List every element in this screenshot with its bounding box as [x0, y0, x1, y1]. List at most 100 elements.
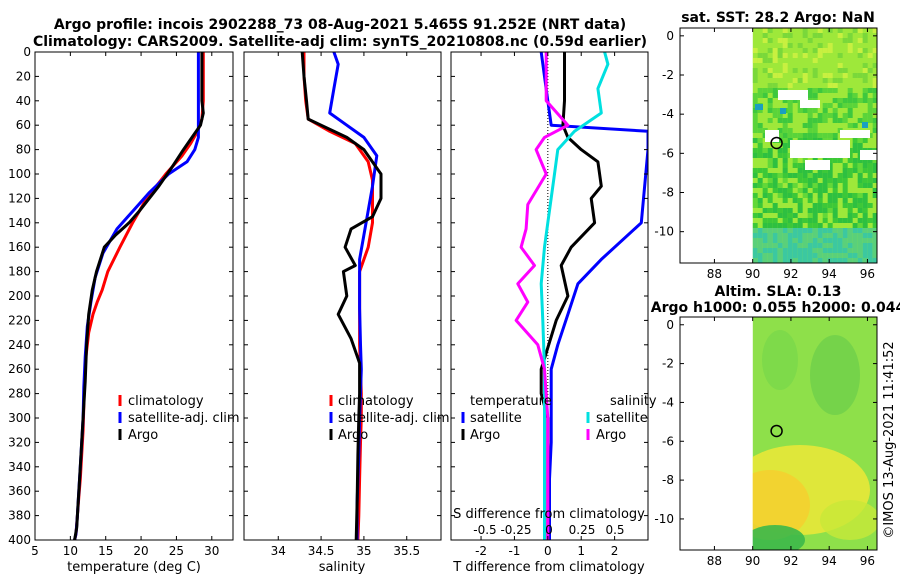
series-group: [300, 52, 383, 540]
map-cell: [782, 188, 788, 193]
map-cell: [862, 68, 868, 73]
map-cell: [852, 253, 858, 258]
series-line-climatology: [73, 52, 205, 540]
map-cell: [832, 193, 838, 198]
map-cell: [777, 128, 783, 133]
series-group: [514, 52, 648, 540]
map-cell: [767, 68, 773, 73]
map-cell: [847, 33, 853, 38]
map-cell: [767, 148, 773, 153]
map-cell: [832, 188, 838, 193]
map-cell: [752, 243, 758, 248]
map-cell: [822, 253, 828, 258]
map-cell: [772, 48, 778, 53]
map-cell: [872, 243, 877, 248]
map-cell: [827, 163, 833, 168]
cloud-gap: [778, 90, 808, 100]
x-tick-label: 34: [271, 544, 286, 558]
no-data-area: [680, 317, 753, 550]
axes-frame: [34, 51, 234, 541]
legend-label-s-satellite: satellite: [596, 411, 648, 426]
map-cell: [837, 103, 843, 108]
x-tick-label: 2: [611, 544, 619, 558]
map-cell: [762, 88, 768, 93]
series-line-satellite-adj-clim: [328, 52, 379, 540]
map-cell: [822, 243, 828, 248]
x-tick-label: 35.5: [393, 544, 420, 558]
map-cell: [767, 48, 773, 53]
map-cell: [852, 233, 858, 238]
map-cell: [787, 188, 793, 193]
map-cell: [792, 158, 798, 163]
map-cell: [817, 238, 823, 243]
y-tick-label: -4: [662, 395, 674, 409]
sla-feature: [810, 335, 860, 415]
y-tick-label: 0: [666, 29, 674, 43]
map-cell: [807, 213, 813, 218]
temperature-legend: climatology satellite-adj. clim Argo: [118, 394, 240, 443]
map-cell: [857, 53, 863, 58]
map-cell: [802, 248, 808, 253]
map-cell: [752, 68, 758, 73]
map-cell: [862, 98, 868, 103]
y-tick-label: 180: [8, 265, 31, 279]
map-cell: [852, 158, 858, 163]
map-cell: [822, 78, 828, 83]
map-cell: [782, 63, 788, 68]
map-cell: [792, 213, 798, 218]
map-cell: [872, 83, 877, 88]
map-cell: [857, 183, 863, 188]
map-cell: [847, 258, 853, 263]
legend-label-climatology: climatology: [128, 394, 204, 409]
map-cell: [857, 173, 863, 178]
map-cell: [767, 73, 773, 78]
map-cell: [787, 128, 793, 133]
map-cell: [807, 228, 813, 233]
y-tick-label: -6: [662, 146, 674, 160]
map-cell: [777, 138, 783, 143]
map-cell: [827, 253, 833, 258]
x-tick-label: 96: [860, 554, 875, 568]
map-cell: [812, 253, 818, 258]
map-cell: [807, 193, 813, 198]
map-cell: [827, 168, 833, 173]
y-tick-label: 280: [8, 387, 31, 401]
map-cell: [827, 83, 833, 88]
map-cell: [842, 193, 848, 198]
map-cell: [837, 118, 843, 123]
map-cell: [817, 208, 823, 213]
no-data-area: [680, 28, 753, 263]
map-cell: [802, 68, 808, 73]
cloud-gap: [790, 140, 850, 158]
map-cell: [852, 248, 858, 253]
map-cell: [872, 253, 877, 258]
map-cell: [817, 168, 823, 173]
s-tick-label: 0.25: [569, 523, 596, 537]
map-cell: [847, 93, 853, 98]
map-cell: [832, 133, 838, 138]
map-cell: [782, 158, 788, 163]
cloud-gap: [840, 130, 870, 138]
map-cell: [782, 68, 788, 73]
map-cell: [767, 183, 773, 188]
map-cell: [857, 203, 863, 208]
map-cell: [842, 38, 848, 43]
map-cell: [827, 158, 833, 163]
argo-float-marker: [770, 136, 783, 150]
map-cell: [767, 108, 773, 113]
map-cell: [782, 53, 788, 58]
map-cell: [767, 163, 773, 168]
map-cell: [822, 133, 828, 138]
map-cell: [842, 183, 848, 188]
map-cell: [752, 248, 758, 253]
map-cell: [777, 153, 783, 158]
map-cell: [807, 223, 813, 228]
map-field: [680, 317, 877, 550]
cloud-gap: [800, 100, 820, 108]
map-cell: [792, 238, 798, 243]
imos-stamp: ©IMOS 13-Aug-2021 11:41:52: [882, 341, 897, 538]
x-tick-label: 10: [63, 544, 78, 558]
map-cell: [852, 243, 858, 248]
cool-spot: [780, 108, 786, 114]
map-cell: [812, 108, 818, 113]
